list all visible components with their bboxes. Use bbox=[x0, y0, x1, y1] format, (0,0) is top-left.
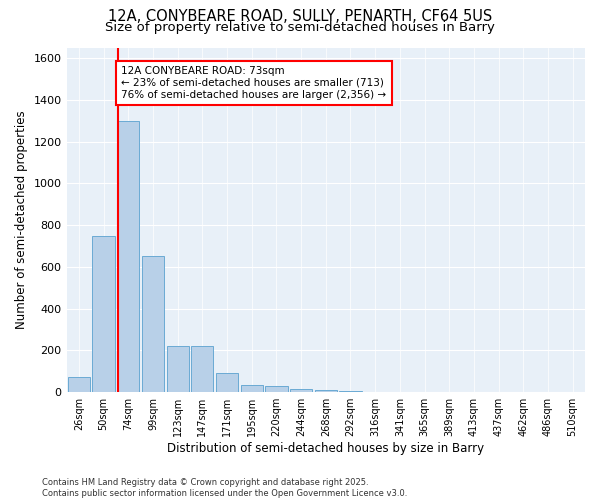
Bar bbox=[142, 256, 164, 392]
Bar bbox=[92, 236, 115, 392]
Y-axis label: Number of semi-detached properties: Number of semi-detached properties bbox=[15, 110, 28, 329]
Bar bbox=[314, 390, 337, 392]
Text: 12A CONYBEARE ROAD: 73sqm
← 23% of semi-detached houses are smaller (713)
76% of: 12A CONYBEARE ROAD: 73sqm ← 23% of semi-… bbox=[121, 66, 386, 100]
Bar bbox=[265, 386, 287, 392]
Bar bbox=[290, 389, 312, 392]
Bar bbox=[68, 376, 90, 392]
Bar bbox=[167, 346, 189, 392]
Text: Contains HM Land Registry data © Crown copyright and database right 2025.
Contai: Contains HM Land Registry data © Crown c… bbox=[42, 478, 407, 498]
Text: Size of property relative to semi-detached houses in Barry: Size of property relative to semi-detach… bbox=[105, 21, 495, 34]
X-axis label: Distribution of semi-detached houses by size in Barry: Distribution of semi-detached houses by … bbox=[167, 442, 484, 455]
Bar bbox=[117, 120, 139, 392]
Bar bbox=[241, 385, 263, 392]
Text: 12A, CONYBEARE ROAD, SULLY, PENARTH, CF64 5US: 12A, CONYBEARE ROAD, SULLY, PENARTH, CF6… bbox=[108, 9, 492, 24]
Bar bbox=[191, 346, 214, 392]
Bar bbox=[216, 374, 238, 392]
